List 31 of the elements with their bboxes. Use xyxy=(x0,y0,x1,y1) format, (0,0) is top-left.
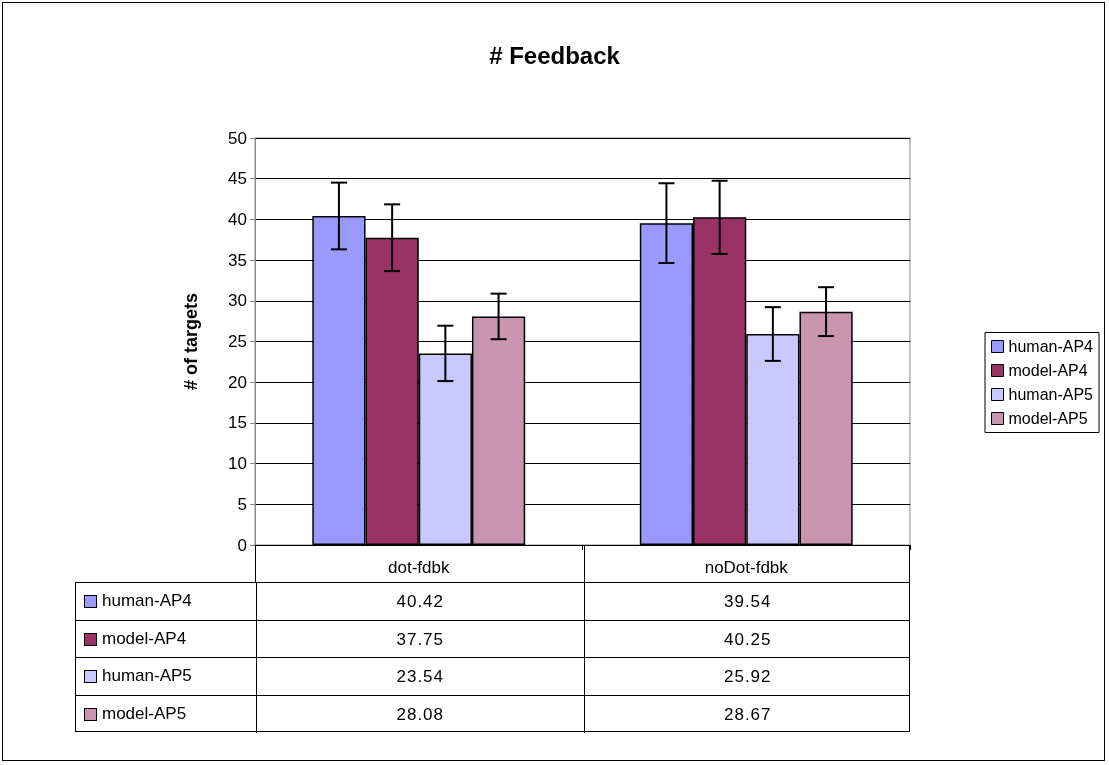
y-axis-title: # of targets xyxy=(181,292,201,391)
data-label: 40.42 xyxy=(256,583,584,621)
data-label: 39.54 xyxy=(583,583,911,621)
y-tick-label: 25 xyxy=(228,332,247,351)
data-label: 28.67 xyxy=(583,695,911,733)
text: model-AP4 xyxy=(1008,362,1088,379)
y-tick-label: 40 xyxy=(228,209,247,229)
data-label: 25.92 xyxy=(583,658,911,696)
y-tick-label: 15 xyxy=(228,413,247,433)
data-label: 37.75 xyxy=(256,620,584,658)
y-tick-label: 10 xyxy=(228,454,247,474)
data-label: 28.08 xyxy=(256,695,584,733)
y-tick-label: 50 xyxy=(228,128,247,148)
data-label: 23.54 xyxy=(256,658,584,696)
legend-label: model-AP4 xyxy=(102,628,187,649)
text: human-AP4 xyxy=(1008,338,1094,355)
text: model-AP5 xyxy=(102,703,187,723)
legend-label: model-AP5 xyxy=(1008,410,1088,427)
text: human-AP5 xyxy=(102,666,192,685)
x-tick-label: dot-fdbk xyxy=(388,558,450,577)
chart-title: # Feedback xyxy=(489,41,621,69)
data-label: 40.25 xyxy=(583,620,911,658)
y-tick-label: 5 xyxy=(237,494,247,514)
y-tick-label: 35 xyxy=(228,250,247,270)
y-tick-label: 45 xyxy=(228,169,247,189)
y-tick-label: 0 xyxy=(237,535,247,555)
legend-label: human-AP4 xyxy=(102,591,192,611)
x-tick-label: noDot-fdbk xyxy=(704,558,789,577)
y-tick-label: 30 xyxy=(228,291,247,311)
legend-label: human-AP5 xyxy=(1008,386,1094,403)
y-tick-label: 20 xyxy=(228,372,247,392)
